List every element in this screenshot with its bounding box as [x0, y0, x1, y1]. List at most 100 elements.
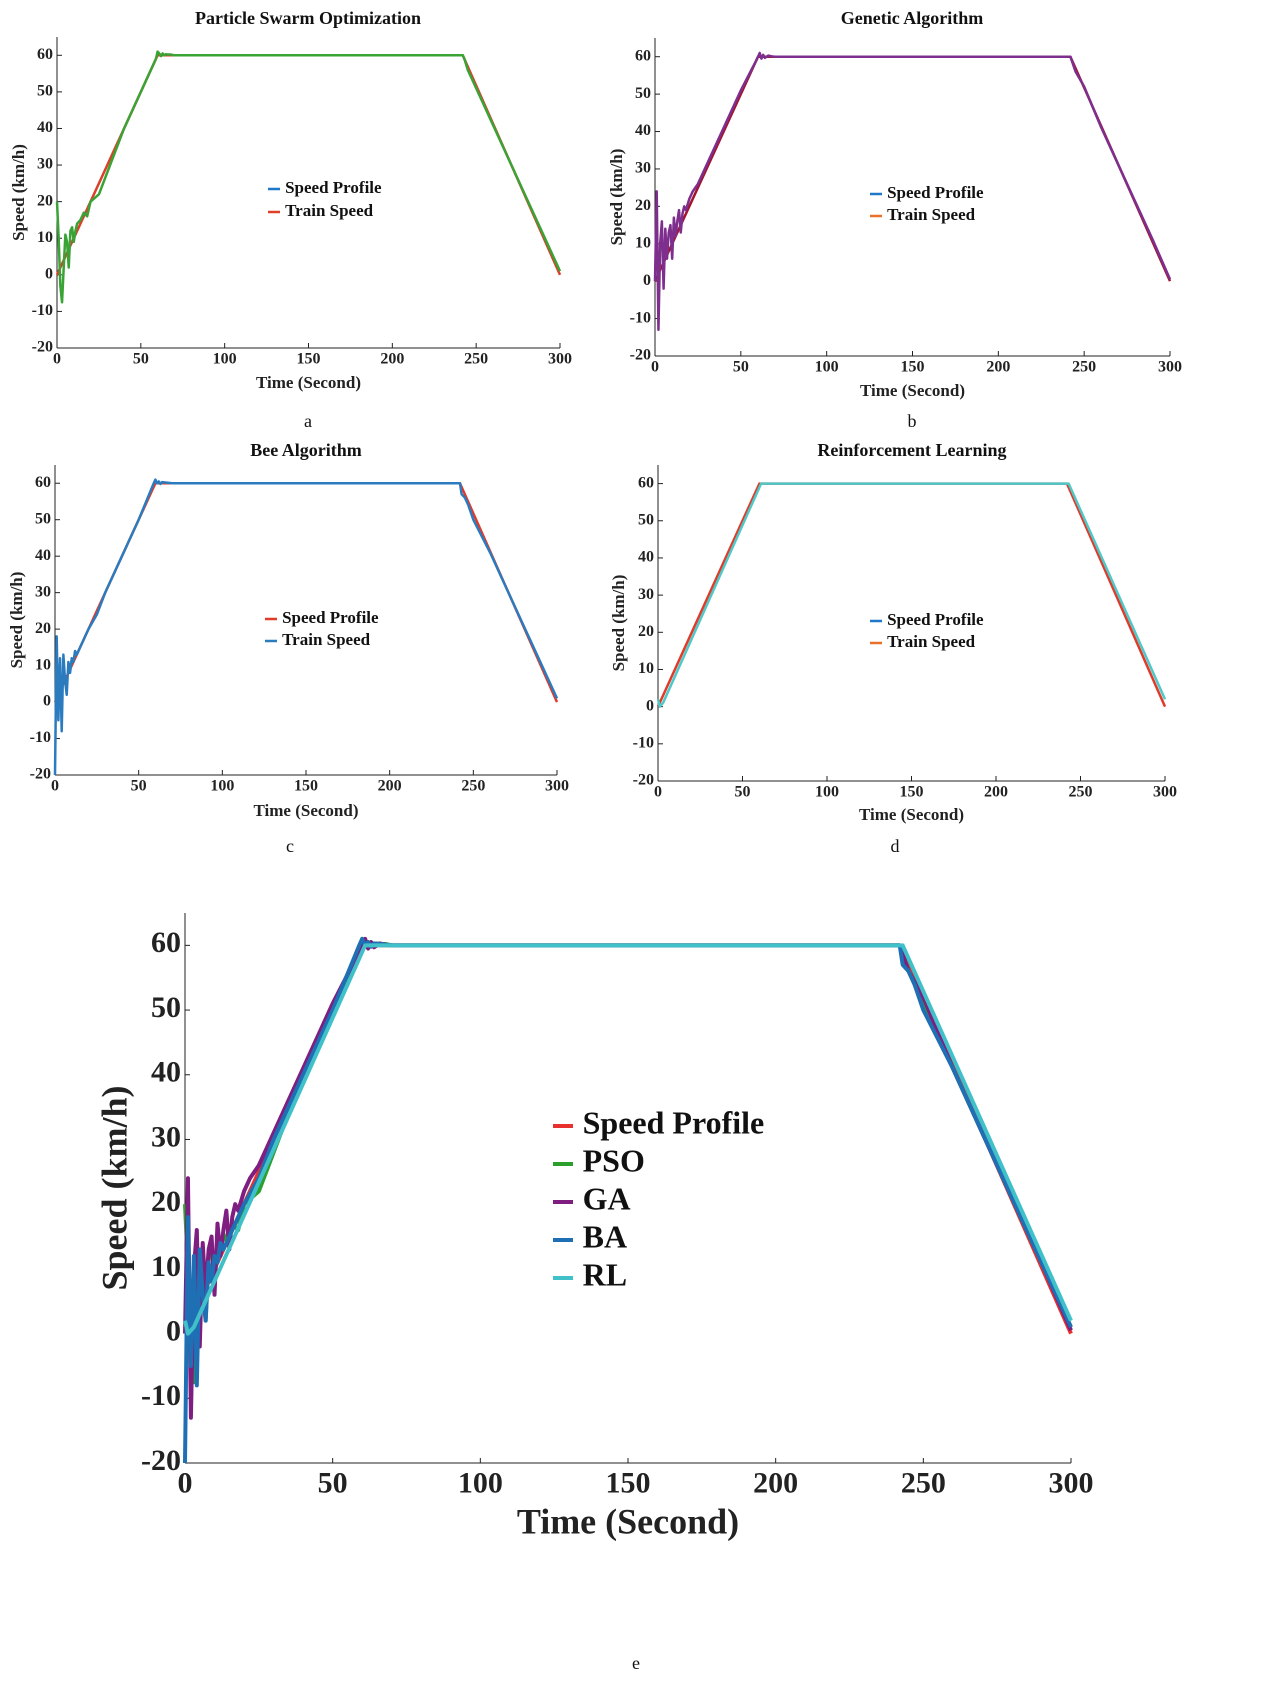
legend-label: PSO [583, 1142, 645, 1178]
y-tick-label: -20 [30, 766, 51, 783]
y-tick-label: 0 [646, 697, 654, 714]
y-axis-label: Speed (km/h) [9, 144, 28, 241]
legend-label: Train Speed [285, 201, 374, 220]
x-tick-label: 200 [380, 351, 404, 368]
chart: -20 -10 0 10 20 30 40 50 60 0 50 100 150 200 250 300 Spe… [607, 8, 1182, 431]
y-tick-label: 60 [37, 46, 53, 63]
legend-label: GA [583, 1180, 631, 1216]
chart-title: Particle Swarm Optimization [195, 8, 421, 28]
panel-caption: e [632, 1653, 640, 1673]
y-tick-label: 20 [151, 1185, 181, 1218]
x-tick-label: 50 [131, 778, 147, 795]
x-tick-label: 50 [318, 1466, 348, 1499]
x-tick-label: 250 [1069, 784, 1093, 801]
series-line [653, 51, 1172, 332]
x-axis-label: Time (Second) [860, 381, 965, 400]
y-tick-label: -20 [630, 347, 651, 364]
x-axis-label: Time (Second) [256, 373, 361, 392]
chart: -20 -10 0 10 20 30 40 50 60 0 50 100 150 200 250 300 Spe… [94, 913, 1094, 1673]
series-line [653, 55, 1172, 282]
x-tick-label: 50 [733, 359, 749, 376]
x-tick-label: 150 [900, 784, 924, 801]
series-line [53, 481, 559, 703]
chart: -20 -10 0 10 20 30 40 50 60 0 50 100 150 200 250 300 Spe… [9, 8, 572, 431]
x-tick-label: 150 [294, 778, 318, 795]
y-tick-label: 60 [35, 474, 51, 491]
y-tick-label: -20 [141, 1444, 181, 1477]
y-tick-label: 40 [638, 549, 654, 566]
x-tick-label: 100 [213, 351, 237, 368]
y-tick-label: 30 [151, 1120, 181, 1153]
y-tick-label: 20 [635, 197, 651, 214]
y-axis-label: Speed (km/h) [607, 149, 626, 246]
x-tick-label: 250 [901, 1466, 946, 1499]
chart-title: Bee Algorithm [250, 440, 361, 460]
y-tick-label: 20 [35, 620, 51, 637]
y-tick-label: -20 [32, 339, 53, 356]
legend-label: BA [583, 1218, 627, 1254]
y-tick-label: 50 [35, 510, 51, 527]
series-line [183, 943, 1073, 1336]
x-tick-label: 0 [178, 1466, 193, 1499]
y-tick-label: 50 [151, 991, 181, 1024]
legend-label: Train Speed [887, 205, 976, 224]
series-line [55, 54, 562, 276]
y-tick-label: 10 [635, 234, 651, 251]
x-tick-label: 0 [53, 351, 61, 368]
y-tick-label: 30 [35, 583, 51, 600]
y-tick-label: 40 [151, 1056, 181, 1089]
y-tick-label: 60 [638, 474, 654, 491]
y-tick-label: 60 [635, 47, 651, 64]
y-axis-label: Speed (km/h) [609, 575, 628, 672]
x-tick-label: 300 [1158, 359, 1182, 376]
y-tick-label: 0 [166, 1314, 181, 1347]
y-tick-label: 50 [635, 85, 651, 102]
panel-caption: b [908, 411, 917, 431]
y-tick-label: 30 [635, 160, 651, 177]
y-tick-label: 50 [37, 83, 53, 100]
y-tick-label: -10 [30, 729, 51, 746]
y-tick-label: 30 [37, 156, 53, 173]
x-tick-label: 150 [297, 351, 321, 368]
y-tick-label: 50 [638, 511, 654, 528]
y-tick-label: 0 [43, 693, 51, 710]
x-tick-label: 50 [133, 351, 149, 368]
x-tick-label: 300 [1153, 784, 1177, 801]
legend-label: Speed Profile [285, 178, 382, 197]
y-tick-label: -10 [32, 302, 53, 319]
x-tick-label: 250 [464, 351, 488, 368]
legend-label: Train Speed [282, 630, 371, 649]
y-tick-label: 60 [151, 926, 181, 959]
series-line [55, 50, 562, 304]
y-tick-label: -20 [633, 772, 654, 789]
series-line [53, 478, 559, 776]
y-tick-label: 0 [45, 265, 53, 282]
y-axis-label: Speed (km/h) [7, 572, 26, 669]
x-axis-label: Time (Second) [859, 805, 964, 824]
legend-label: Speed Profile [887, 183, 984, 202]
legend-label: Train Speed [887, 632, 976, 651]
x-tick-label: 0 [51, 778, 59, 795]
y-tick-label: -10 [633, 734, 654, 751]
legend-label: RL [583, 1256, 627, 1292]
x-tick-label: 100 [210, 778, 234, 795]
panel-caption: a [304, 411, 312, 431]
chart-title: Reinforcement Learning [817, 440, 1006, 460]
x-tick-label: 250 [461, 778, 485, 795]
x-axis-label: Time (Second) [254, 801, 359, 820]
y-tick-label: -10 [141, 1379, 181, 1412]
y-tick-label: 10 [151, 1250, 181, 1283]
x-tick-label: 200 [378, 778, 402, 795]
y-tick-label: 10 [638, 660, 654, 677]
x-tick-label: 300 [548, 351, 572, 368]
y-tick-label: 10 [37, 229, 53, 246]
x-tick-label: 200 [753, 1466, 798, 1499]
y-tick-label: 40 [37, 119, 53, 136]
x-tick-label: 150 [901, 359, 925, 376]
chart: -20 -10 0 10 20 30 40 50 60 0 50 100 150 200 250 300 Spe… [7, 440, 569, 856]
x-tick-label: 300 [545, 778, 569, 795]
y-tick-label: 20 [37, 192, 53, 209]
y-tick-label: -10 [630, 309, 651, 326]
x-tick-label: 200 [986, 359, 1010, 376]
